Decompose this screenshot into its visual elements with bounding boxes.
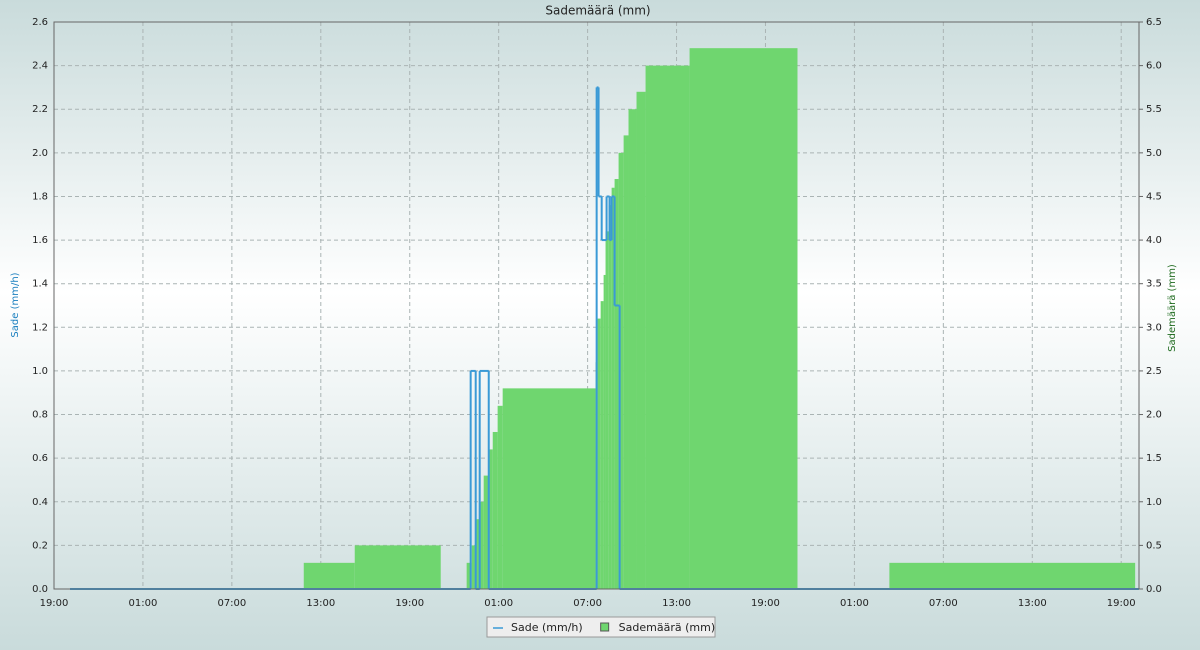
area-step xyxy=(618,152,624,589)
x-tick-label: 13:00 xyxy=(306,598,335,609)
y2-tick-label: 2.0 xyxy=(1146,410,1162,421)
legend-label: Sade (mm/h) xyxy=(511,621,583,634)
area-step xyxy=(600,301,604,589)
area-step xyxy=(488,449,493,589)
area-step xyxy=(636,91,646,590)
area-step xyxy=(889,562,1136,589)
area-step xyxy=(689,48,798,589)
area-step xyxy=(628,109,637,589)
x-tick-label: 19:00 xyxy=(395,598,424,609)
chart-title: Sademäärä (mm) xyxy=(545,4,650,18)
y2-tick-label: 2.5 xyxy=(1146,366,1162,377)
x-tick-label: 01:00 xyxy=(484,598,513,609)
y2-tick-label: 3.5 xyxy=(1146,279,1162,290)
y-tick-label: 2.4 xyxy=(32,61,48,72)
area-step xyxy=(354,545,441,589)
x-tick-label: 01:00 xyxy=(840,598,869,609)
y-tick-label: 0.6 xyxy=(32,453,48,464)
area-step xyxy=(611,187,615,589)
legend-label: Sademäärä (mm) xyxy=(619,621,715,634)
area-step xyxy=(471,545,476,589)
x-tick-label: 13:00 xyxy=(1018,598,1047,609)
x-tick-label: 07:00 xyxy=(217,598,246,609)
y-tick-label: 2.6 xyxy=(32,17,48,28)
plot-frame xyxy=(53,21,1140,590)
area-step xyxy=(475,519,480,589)
y2-tick-label: 6.5 xyxy=(1146,17,1162,28)
y-axis-label: Sade (mm/h) xyxy=(10,272,21,337)
y-tick-label: 0.2 xyxy=(32,540,48,551)
y2-tick-label: 4.5 xyxy=(1146,191,1162,202)
area-step xyxy=(614,179,619,589)
area-step xyxy=(603,274,606,589)
x-tick-label: 01:00 xyxy=(129,598,158,609)
y2-tick-label: 0.5 xyxy=(1146,540,1162,551)
y-tick-label: 1.8 xyxy=(32,191,48,202)
y-tick-label: 0.0 xyxy=(32,584,48,595)
y2-tick-label: 3.0 xyxy=(1146,322,1162,333)
area-step xyxy=(608,205,612,589)
y-tick-label: 1.0 xyxy=(32,366,48,377)
y-tick-label: 0.4 xyxy=(32,497,48,508)
x-tick-label: 07:00 xyxy=(573,598,602,609)
area-step xyxy=(623,135,629,589)
area-step xyxy=(466,562,472,589)
area-step xyxy=(645,65,690,590)
y2-tick-label: 4.0 xyxy=(1146,235,1162,246)
x-tick-label: 19:00 xyxy=(40,598,69,609)
area-step xyxy=(497,405,503,589)
area-step xyxy=(479,501,484,589)
x-tick-label: 19:00 xyxy=(751,598,780,609)
y-tick-label: 1.4 xyxy=(32,279,48,290)
y-tick-label: 1.6 xyxy=(32,235,48,246)
y2-tick-label: 5.5 xyxy=(1146,104,1162,115)
area-step xyxy=(492,431,498,589)
y-tick-label: 2.0 xyxy=(32,148,48,159)
y2-tick-label: 6.0 xyxy=(1146,61,1162,72)
area-step xyxy=(597,318,601,589)
y-tick-label: 0.8 xyxy=(32,410,48,421)
area-step xyxy=(605,231,609,589)
y2-tick-label: 1.5 xyxy=(1146,453,1162,464)
y2-tick-label: 1.0 xyxy=(1146,497,1162,508)
area-step xyxy=(483,475,489,589)
y2-tick-label: 5.0 xyxy=(1146,148,1162,159)
y2-axis-label: Sademäärä (mm) xyxy=(1167,264,1178,352)
legend-swatch xyxy=(600,622,610,632)
area-step xyxy=(303,562,355,589)
y-tick-label: 1.2 xyxy=(32,322,48,333)
x-tick-label: 19:00 xyxy=(1107,598,1136,609)
area-step xyxy=(502,388,596,589)
y2-tick-label: 0.0 xyxy=(1146,584,1162,595)
x-tick-label: 07:00 xyxy=(929,598,958,609)
x-tick-label: 13:00 xyxy=(662,598,691,609)
y-tick-label: 2.2 xyxy=(32,104,48,115)
